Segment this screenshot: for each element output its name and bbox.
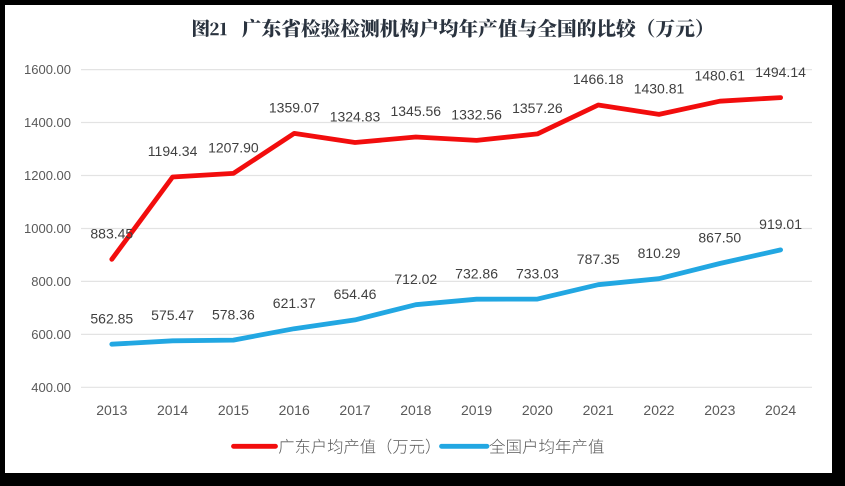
svg-text:1207.90: 1207.90 bbox=[208, 140, 259, 156]
svg-text:600.00: 600.00 bbox=[31, 327, 71, 342]
svg-text:654.46: 654.46 bbox=[334, 286, 377, 302]
svg-text:919.01: 919.01 bbox=[759, 216, 802, 232]
svg-text:1324.83: 1324.83 bbox=[330, 109, 381, 125]
svg-text:2014: 2014 bbox=[157, 402, 188, 418]
svg-text:800.00: 800.00 bbox=[31, 274, 71, 289]
svg-text:2015: 2015 bbox=[218, 402, 249, 418]
svg-text:732.86: 732.86 bbox=[455, 265, 498, 281]
svg-text:1194.34: 1194.34 bbox=[148, 143, 198, 159]
svg-text:1430.81: 1430.81 bbox=[634, 81, 685, 97]
svg-text:787.35: 787.35 bbox=[577, 251, 620, 267]
svg-text:2017: 2017 bbox=[339, 402, 370, 418]
svg-text:1332.56: 1332.56 bbox=[451, 107, 502, 123]
svg-text:1466.18: 1466.18 bbox=[573, 71, 624, 87]
svg-text:1200.00: 1200.00 bbox=[24, 168, 71, 183]
svg-text:2018: 2018 bbox=[400, 402, 431, 418]
svg-text:400.00: 400.00 bbox=[31, 380, 71, 395]
svg-text:2021: 2021 bbox=[583, 402, 614, 418]
svg-text:883.45: 883.45 bbox=[90, 226, 133, 242]
svg-text:2013: 2013 bbox=[96, 402, 127, 418]
svg-text:733.03: 733.03 bbox=[516, 265, 559, 281]
svg-text:1600.00: 1600.00 bbox=[24, 62, 71, 77]
svg-text:562.85: 562.85 bbox=[90, 310, 133, 326]
svg-text:867.50: 867.50 bbox=[698, 230, 741, 246]
svg-text:1000.00: 1000.00 bbox=[24, 221, 71, 236]
svg-text:2019: 2019 bbox=[461, 402, 492, 418]
svg-text:810.29: 810.29 bbox=[638, 245, 681, 261]
svg-text:2022: 2022 bbox=[643, 402, 674, 418]
svg-text:575.47: 575.47 bbox=[151, 307, 194, 323]
svg-text:1480.61: 1480.61 bbox=[694, 67, 745, 83]
svg-text:2020: 2020 bbox=[522, 402, 553, 418]
svg-text:578.36: 578.36 bbox=[212, 306, 255, 322]
svg-text:1359.07: 1359.07 bbox=[269, 100, 320, 116]
svg-text:1357.26: 1357.26 bbox=[512, 100, 563, 116]
svg-text:621.37: 621.37 bbox=[273, 295, 316, 311]
svg-text:1494.14: 1494.14 bbox=[755, 64, 806, 80]
svg-text:712.02: 712.02 bbox=[394, 271, 437, 287]
svg-text:1400.00: 1400.00 bbox=[24, 115, 71, 130]
svg-text:2016: 2016 bbox=[279, 402, 310, 418]
svg-text:2024: 2024 bbox=[765, 402, 796, 418]
svg-text:1345.56: 1345.56 bbox=[390, 103, 441, 119]
svg-text:2023: 2023 bbox=[704, 402, 735, 418]
